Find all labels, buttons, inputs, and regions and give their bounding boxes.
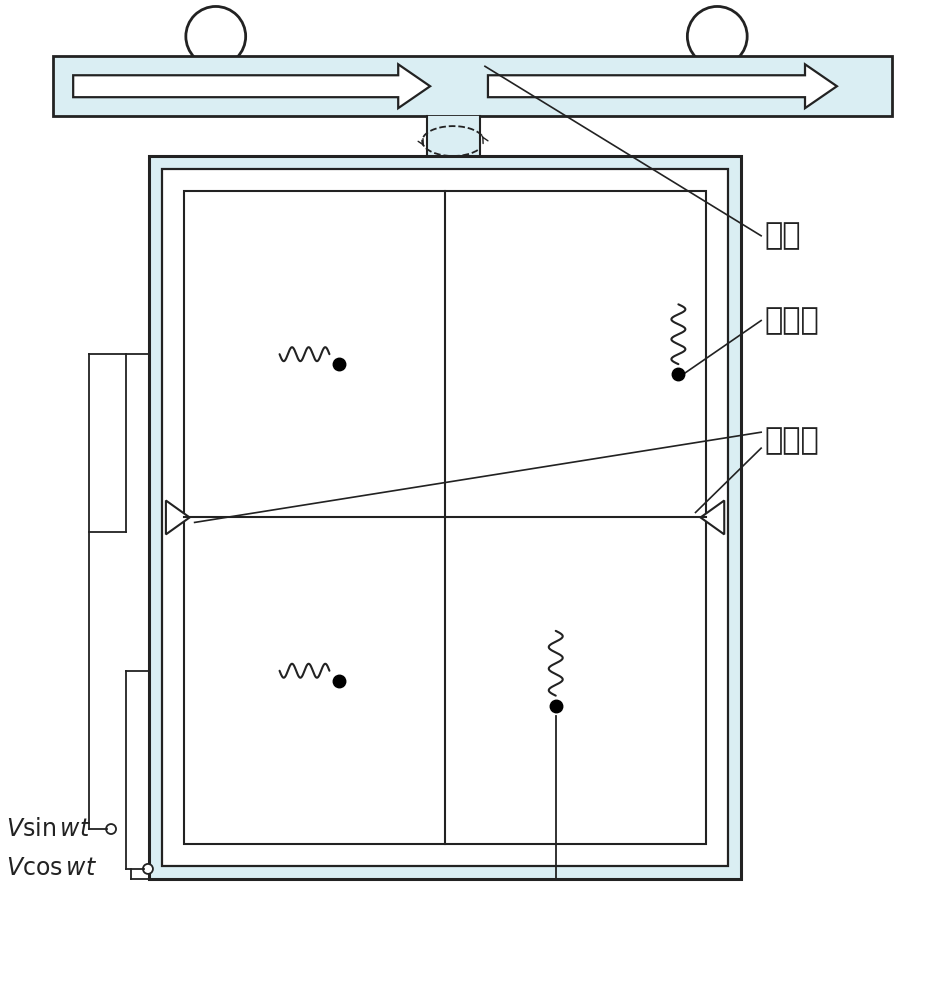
Circle shape [687,6,747,66]
Bar [54,56,892,116]
Bar [162,169,729,866]
Circle shape [143,864,153,874]
Text: 电极片: 电极片 [764,426,819,455]
Bar [149,156,741,879]
Polygon shape [73,64,430,108]
Text: 驱动足: 驱动足 [764,306,819,335]
Bar [184,191,706,844]
Bar [427,116,480,156]
Polygon shape [700,500,724,534]
Polygon shape [488,64,837,108]
Text: $V\cos wt$: $V\cos wt$ [7,857,98,880]
Polygon shape [166,500,190,534]
Circle shape [106,824,116,834]
Text: $V\sin wt$: $V\sin wt$ [7,818,91,841]
Circle shape [186,6,246,66]
Text: 动子: 动子 [764,221,801,250]
